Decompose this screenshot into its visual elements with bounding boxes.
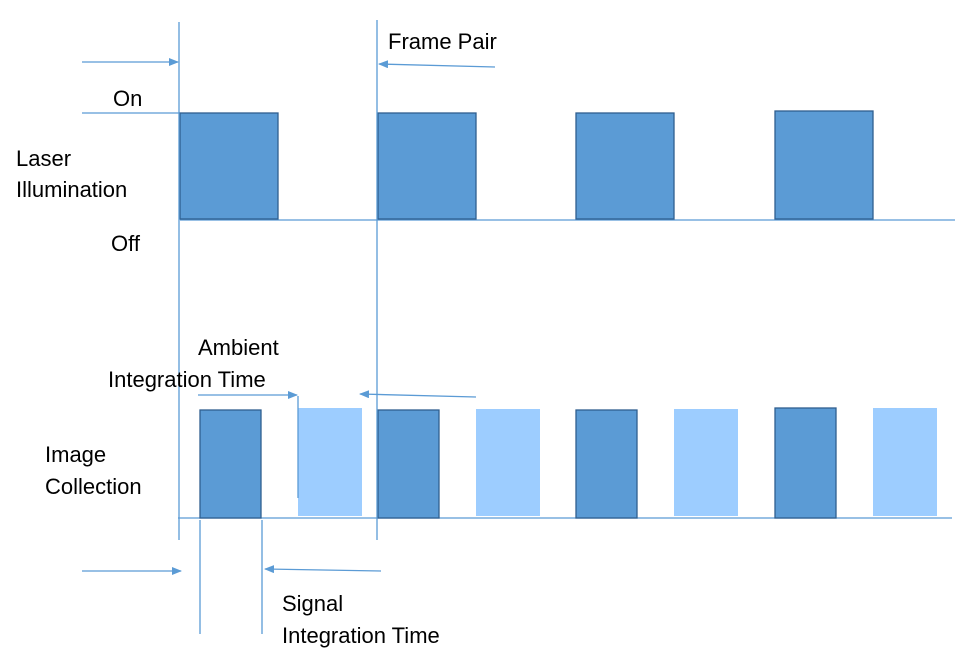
off-label: Off [111, 231, 141, 256]
ambient-frame [674, 409, 738, 516]
signal-frame [774, 407, 837, 519]
signal-frame [377, 409, 440, 519]
signal-frame [199, 409, 262, 519]
signal-integration-label-line2: Integration Time [282, 623, 440, 648]
on-label: On [113, 86, 142, 111]
laser-pulse [377, 112, 477, 220]
laser-illumination-label-line1: Laser [16, 146, 71, 171]
ambient-integration-label-line1: Ambient [198, 335, 279, 360]
signal-right-arrow [264, 565, 382, 574]
ambient-frame [476, 409, 540, 516]
laser-pulse-group [179, 110, 874, 220]
image-collection-label-line2: Collection [45, 474, 142, 499]
ambient-integration-label-line2: Integration Time [108, 367, 266, 392]
ambient-frame [873, 408, 937, 516]
frame-pair-label: Frame Pair [388, 29, 497, 54]
ambient-right-arrow [359, 390, 477, 399]
laser-illumination-label-line2: Illumination [16, 177, 127, 202]
ambient-frame [298, 408, 362, 516]
signal-frame [575, 409, 638, 519]
laser-pulse [179, 112, 279, 220]
frame-pair-right-arrow [378, 60, 496, 69]
image-collection-label-line1: Image [45, 442, 106, 467]
laser-pulse [575, 112, 675, 220]
image-frame-group [199, 407, 937, 519]
signal-integration-label-line1: Signal [282, 591, 343, 616]
laser-pulse [774, 110, 874, 220]
